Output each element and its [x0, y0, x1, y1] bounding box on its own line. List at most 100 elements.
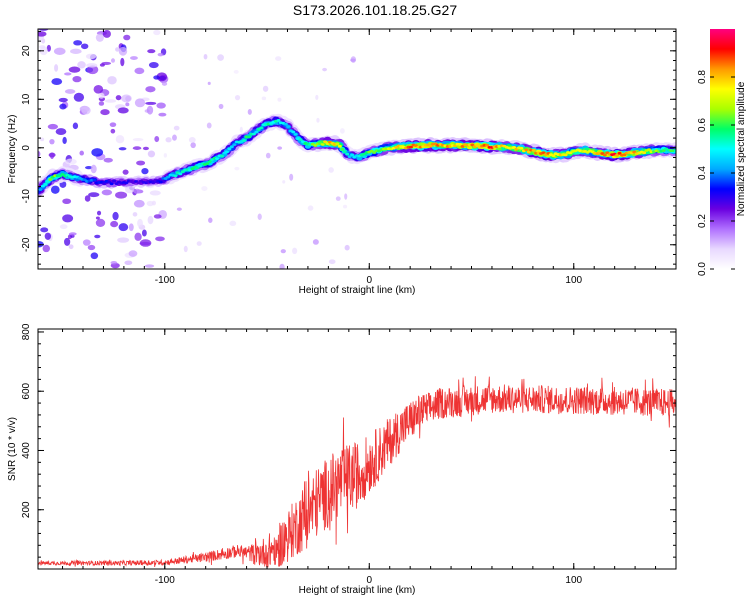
ridge-blob: [647, 148, 652, 152]
noise-speckle: [342, 204, 348, 209]
x-tick-label: 100: [565, 575, 582, 586]
noise-speckle: [95, 218, 106, 227]
noise-speckle: [86, 63, 98, 68]
noise-speckle: [136, 160, 146, 166]
noise-speckle: [91, 148, 104, 157]
ridge-blob: [283, 122, 288, 126]
noise-speckle: [49, 138, 55, 145]
y-tick-label: 600: [21, 382, 32, 399]
noise-speckle: [124, 260, 133, 265]
noise-speckle: [234, 166, 240, 171]
noise-speckle: [146, 105, 154, 115]
noise-speckle: [344, 193, 348, 200]
noise-speckle: [165, 137, 172, 143]
noise-speckle: [133, 188, 141, 194]
noise-speckle: [46, 44, 51, 52]
noise-speckle: [94, 234, 101, 239]
noise-speckle: [172, 134, 177, 141]
noise-speckle: [134, 98, 146, 108]
noise-speckle: [85, 53, 97, 60]
ridge-blob: [298, 138, 303, 141]
ridge-blob: [109, 182, 114, 186]
noise-speckle: [153, 214, 162, 219]
colorbar-tick-label: 0.2: [697, 214, 708, 228]
noise-speckle: [68, 232, 77, 236]
noise-speckle: [207, 81, 211, 85]
snr-marks: [38, 376, 676, 568]
noise-speckle: [73, 92, 85, 102]
ridge-blob: [622, 153, 627, 157]
ridge-blob: [615, 153, 620, 157]
noise-speckle: [132, 212, 138, 217]
noise-speckle: [62, 136, 67, 145]
ridge-blob: [485, 143, 490, 147]
snr-y-axis-label: SNR (10 * v/v): [7, 417, 18, 481]
ridge-blob: [247, 135, 252, 139]
noise-speckle: [38, 31, 47, 37]
noise-speckle: [122, 169, 129, 175]
ridge-blob: [642, 151, 647, 155]
noise-speckle: [158, 75, 166, 81]
spectrogram-x-axis-label: Height of straight line (km): [299, 285, 416, 296]
noise-speckle: [95, 216, 100, 220]
noise-speckle: [132, 138, 144, 142]
ridge-blob: [531, 149, 536, 152]
ridge-blob: [345, 152, 350, 156]
noise-speckle: [87, 244, 96, 251]
noise-speckle: [173, 125, 180, 131]
noise-speckle: [145, 101, 157, 105]
noise-speckle: [110, 128, 116, 134]
ridge-blob: [323, 140, 328, 144]
noise-speckle: [328, 259, 336, 265]
noise-speckle: [154, 135, 160, 143]
noise-speckle: [335, 196, 341, 201]
ridge-blob: [293, 133, 298, 136]
y-tick-label: 200: [21, 501, 32, 518]
noise-speckle: [38, 150, 41, 158]
ridge-blob: [563, 153, 568, 157]
ridge-blob: [40, 184, 45, 188]
noise-speckle: [279, 263, 285, 269]
noise-speckle: [118, 223, 129, 232]
ridge-blob: [342, 150, 347, 154]
ridge-blob: [313, 144, 318, 147]
x-tick-label: 0: [366, 575, 372, 586]
ridge-blob: [254, 130, 259, 134]
ridge-blob: [197, 164, 202, 168]
snr-frame: [37, 328, 677, 570]
noise-speckle: [64, 237, 71, 246]
noise-speckle: [125, 102, 130, 107]
y-tick-label: 0: [21, 145, 32, 151]
noise-speckle: [112, 211, 119, 221]
noise-speckle: [73, 40, 83, 46]
noise-speckle: [147, 150, 156, 158]
ridge-blob: [158, 180, 163, 184]
noise-speckle: [110, 58, 116, 63]
noise-speckle: [322, 67, 327, 72]
ridge-blob: [458, 143, 463, 146]
noise-speckle: [117, 107, 129, 114]
colorbar-tick-label: 0.0: [697, 262, 708, 276]
noise-speckle: [137, 218, 143, 228]
noise-speckle: [312, 239, 319, 245]
noise-speckle: [153, 75, 160, 80]
noise-speckle: [315, 94, 319, 100]
ridge-blob: [173, 174, 178, 178]
noise-speckle: [218, 103, 224, 109]
ridge-blob: [207, 160, 212, 164]
noise-speckle: [39, 45, 46, 49]
noise-speckle: [277, 97, 282, 102]
noise-speckle: [149, 190, 161, 196]
noise-speckle: [130, 56, 138, 60]
noise-speckle: [88, 192, 100, 198]
noise-speckle: [81, 106, 91, 115]
noise-speckle: [145, 86, 156, 93]
ridge-blob: [259, 126, 264, 130]
ridge-blob: [224, 150, 229, 154]
noise-speckle: [265, 152, 271, 159]
noise-speckle: [328, 167, 334, 173]
ridge-blob: [428, 144, 433, 148]
ridge-blob: [602, 153, 607, 157]
noise-speckle: [128, 223, 134, 232]
